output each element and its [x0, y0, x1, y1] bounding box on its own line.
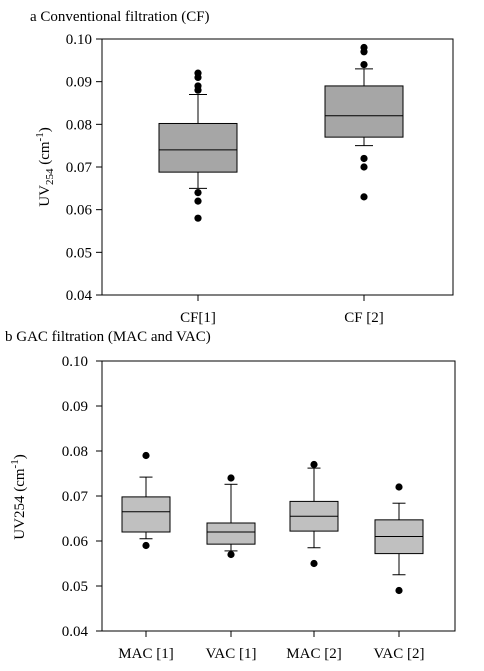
x-tick-label: MAC [2] — [286, 646, 341, 662]
box-b-2 — [206, 474, 256, 559]
panel-a-title: a Conventional filtration (CF) — [30, 9, 210, 25]
outlier-point — [395, 586, 403, 595]
box-b-1 — [121, 451, 171, 550]
iqr-box — [158, 122, 238, 173]
x-tick-label: VAC [1] — [206, 646, 257, 662]
panel-a-boxes — [158, 43, 404, 222]
box-a-2 — [324, 43, 404, 201]
y-tick-label: 0.06 — [62, 534, 89, 550]
outlier-point — [194, 214, 202, 222]
outlier-point — [360, 48, 368, 56]
y-tick-label: 0.07 — [62, 489, 89, 505]
panel-b-title: b GAC filtration (MAC and VAC) — [5, 329, 211, 345]
panel-a-y-axis: 0.04 0.05 0.06 0.07 0.08 0.09 0.10 — [66, 32, 102, 304]
y-tick-label: 0.10 — [62, 354, 88, 370]
outlier-point — [227, 474, 235, 482]
iqr-box — [206, 522, 256, 545]
y-tick-label: 0.09 — [62, 399, 88, 415]
x-tick-label: MAC [1] — [118, 646, 173, 662]
outlier-point — [194, 86, 202, 94]
x-tick-label: VAC [2] — [374, 646, 425, 662]
panel-b-y-axis: 0.04 0.05 0.06 0.07 0.08 0.09 0.10 — [62, 354, 102, 640]
panel-a-x-axis: CF[1] CF [2] — [180, 295, 384, 326]
y-tick-label: 0.04 — [66, 288, 93, 304]
y-tick-label: 0.10 — [66, 32, 92, 48]
outlier-point — [310, 559, 318, 568]
outlier-point — [360, 163, 368, 171]
y-tick-label: 0.08 — [66, 117, 92, 133]
box-b-3 — [289, 460, 339, 568]
y-tick-label: 0.07 — [66, 160, 93, 176]
outlier-point — [194, 189, 202, 197]
x-tick-label: CF[1] — [180, 310, 216, 326]
iqr-box — [121, 496, 171, 533]
box-b-4 — [374, 483, 424, 595]
outlier-point — [142, 451, 150, 460]
y-tick-label: 0.08 — [62, 444, 88, 460]
outlier-point — [360, 193, 368, 201]
iqr-box — [324, 85, 404, 138]
outlier-point — [142, 541, 150, 550]
outlier-point — [360, 61, 368, 69]
y-tick-label: 0.06 — [66, 203, 93, 219]
y-tick-label: 0.09 — [66, 75, 92, 91]
x-tick-label: CF [2] — [344, 310, 384, 326]
outlier-point — [194, 73, 202, 81]
box-a-1 — [158, 69, 238, 222]
y-tick-label: 0.05 — [66, 245, 92, 261]
outlier-point — [360, 154, 368, 163]
outlier-point — [310, 460, 318, 469]
outlier-point — [227, 550, 235, 559]
panel-b-x-axis: MAC [1] VAC [1] MAC [2] VAC [2] — [118, 631, 424, 662]
outlier-point — [395, 483, 403, 491]
y-tick-label: 0.04 — [62, 624, 89, 640]
y-tick-label: 0.05 — [62, 579, 88, 595]
panel-a-plot-frame — [101, 38, 454, 296]
panel-a-y-axis-label: UV254 (cm-1) — [34, 127, 56, 206]
panel-b-y-axis-label: UV254 (cm-1) — [9, 454, 28, 539]
outlier-point — [194, 197, 202, 205]
panel-b-boxes — [121, 451, 424, 595]
